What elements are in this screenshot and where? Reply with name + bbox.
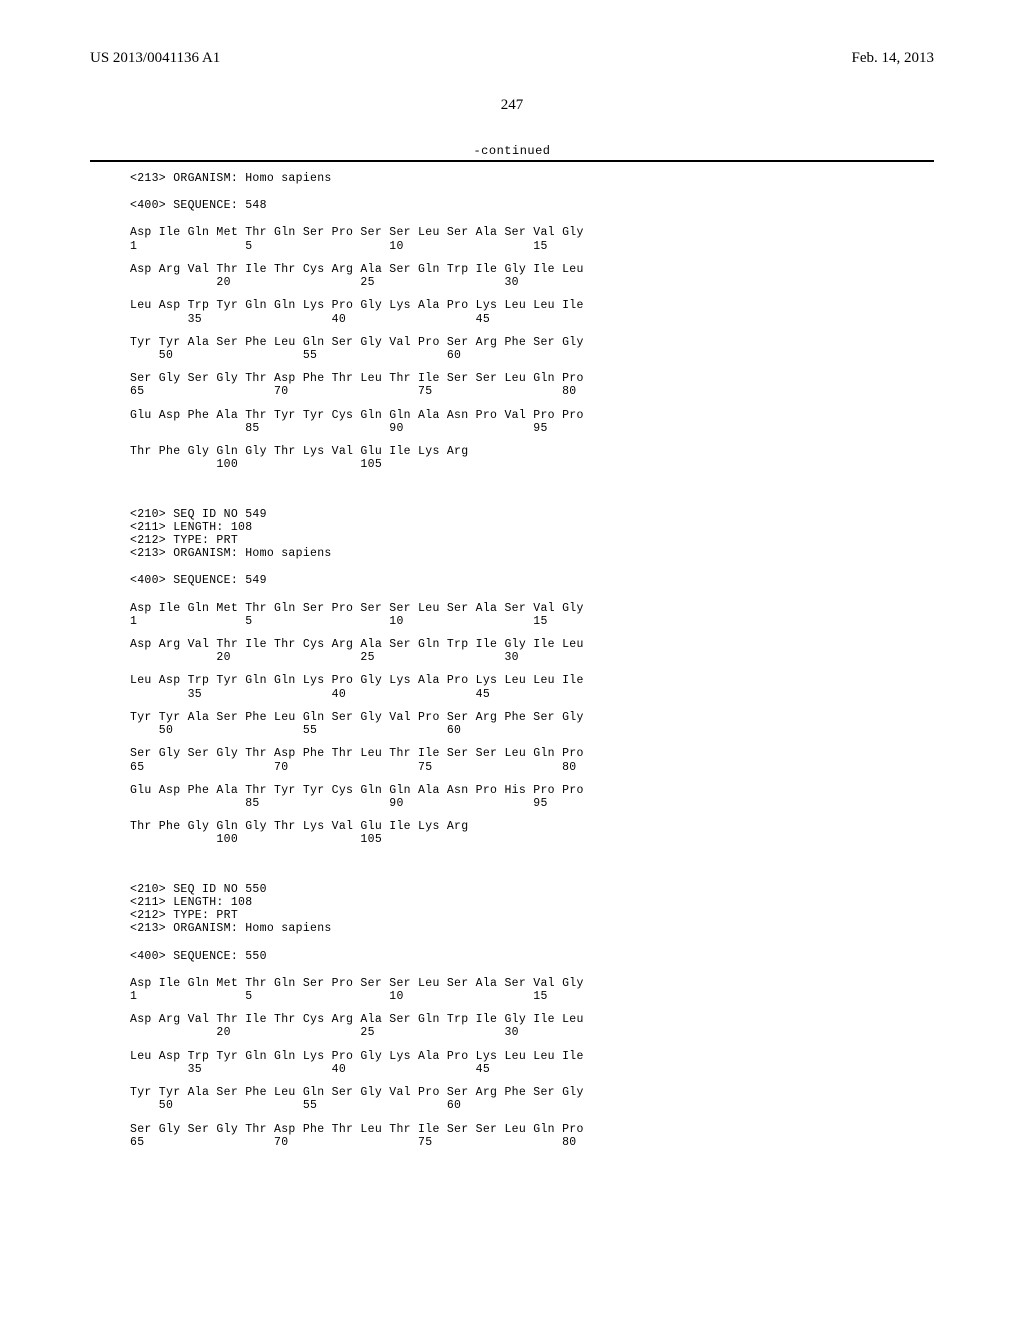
page-header: US 2013/0041136 A1 Feb. 14, 2013 [90, 50, 934, 67]
seq-meta-line: <212> TYPE: PRT [130, 909, 934, 922]
seq-meta-line: <210> SEQ ID NO 549 [130, 508, 934, 521]
seq-meta-line: <211> LENGTH: 108 [130, 896, 934, 909]
seq-meta-line: <213> ORGANISM: Homo sapiens [130, 922, 934, 935]
seq-position-row: 100 105 [130, 833, 934, 846]
seq-position-row: 50 55 60 [130, 1099, 934, 1112]
seq-aa-row: Ser Gly Ser Gly Thr Asp Phe Thr Leu Thr … [130, 1123, 934, 1136]
seq-aa-row: Asp Ile Gln Met Thr Gln Ser Pro Ser Ser … [130, 977, 934, 990]
seq-aa-row: Leu Asp Trp Tyr Gln Gln Lys Pro Gly Lys … [130, 674, 934, 687]
seq-position-row: 1 5 10 15 [130, 990, 934, 1003]
section-rule [90, 160, 934, 162]
seq-header-line: <400> SEQUENCE: 548 [130, 199, 934, 212]
seq-aa-row: Ser Gly Ser Gly Thr Asp Phe Thr Leu Thr … [130, 747, 934, 760]
seq-aa-row: Thr Phe Gly Gln Gly Thr Lys Val Glu Ile … [130, 445, 934, 458]
seq-position-row: 50 55 60 [130, 724, 934, 737]
seq-meta-line: <210> SEQ ID NO 550 [130, 883, 934, 896]
seq-aa-row: Ser Gly Ser Gly Thr Asp Phe Thr Leu Thr … [130, 372, 934, 385]
patent-page: US 2013/0041136 A1 Feb. 14, 2013 247 -co… [0, 0, 1024, 1320]
seq-header-line: <400> SEQUENCE: 549 [130, 574, 934, 587]
seq-position-row: 1 5 10 15 [130, 615, 934, 628]
seq-position-row: 20 25 30 [130, 1026, 934, 1039]
seq-aa-row: Asp Ile Gln Met Thr Gln Ser Pro Ser Ser … [130, 226, 934, 239]
seq-aa-row: Leu Asp Trp Tyr Gln Gln Lys Pro Gly Lys … [130, 299, 934, 312]
seq-aa-row: Tyr Tyr Ala Ser Phe Leu Gln Ser Gly Val … [130, 1086, 934, 1099]
sequence-listing: <213> ORGANISM: Homo sapiens <400> SEQUEN… [130, 172, 934, 1149]
seq-aa-row: Glu Asp Phe Ala Thr Tyr Tyr Cys Gln Gln … [130, 409, 934, 422]
seq-position-row: 85 90 95 [130, 797, 934, 810]
seq-aa-row: Asp Arg Val Thr Ile Thr Cys Arg Ala Ser … [130, 1013, 934, 1026]
seq-position-row: 35 40 45 [130, 313, 934, 326]
seq-position-row: 35 40 45 [130, 688, 934, 701]
seq-aa-row: Tyr Tyr Ala Ser Phe Leu Gln Ser Gly Val … [130, 711, 934, 724]
seq-position-row: 85 90 95 [130, 422, 934, 435]
seq-aa-row: Asp Ile Gln Met Thr Gln Ser Pro Ser Ser … [130, 602, 934, 615]
seq-meta-line: <213> ORGANISM: Homo sapiens [130, 547, 934, 560]
seq-position-row: 65 70 75 80 [130, 761, 934, 774]
seq-meta-line: <212> TYPE: PRT [130, 534, 934, 547]
seq-aa-row: Asp Arg Val Thr Ile Thr Cys Arg Ala Ser … [130, 263, 934, 276]
seq-position-row: 20 25 30 [130, 651, 934, 664]
seq-meta-line: <211> LENGTH: 108 [130, 521, 934, 534]
page-number: 247 [90, 97, 934, 114]
seq-aa-row: Glu Asp Phe Ala Thr Tyr Tyr Cys Gln Gln … [130, 784, 934, 797]
seq-aa-row: Leu Asp Trp Tyr Gln Gln Lys Pro Gly Lys … [130, 1050, 934, 1063]
seq-aa-row: Tyr Tyr Ala Ser Phe Leu Gln Ser Gly Val … [130, 336, 934, 349]
continued-label: -continued [90, 144, 934, 158]
seq-header-line: <400> SEQUENCE: 550 [130, 950, 934, 963]
seq-position-row: 50 55 60 [130, 349, 934, 362]
seq-position-row: 65 70 75 80 [130, 1136, 934, 1149]
publication-number: US 2013/0041136 A1 [90, 50, 220, 67]
publication-date: Feb. 14, 2013 [852, 50, 935, 67]
seq-aa-row: Thr Phe Gly Gln Gly Thr Lys Val Glu Ile … [130, 820, 934, 833]
seq-position-row: 1 5 10 15 [130, 240, 934, 253]
seq-position-row: 35 40 45 [130, 1063, 934, 1076]
seq-position-row: 20 25 30 [130, 276, 934, 289]
seq-position-row: 100 105 [130, 458, 934, 471]
continued-wrap: -continued [90, 144, 934, 162]
seq-position-row: 65 70 75 80 [130, 385, 934, 398]
seq-aa-row: Asp Arg Val Thr Ile Thr Cys Arg Ala Ser … [130, 638, 934, 651]
seq-meta-line: <213> ORGANISM: Homo sapiens [130, 172, 934, 185]
